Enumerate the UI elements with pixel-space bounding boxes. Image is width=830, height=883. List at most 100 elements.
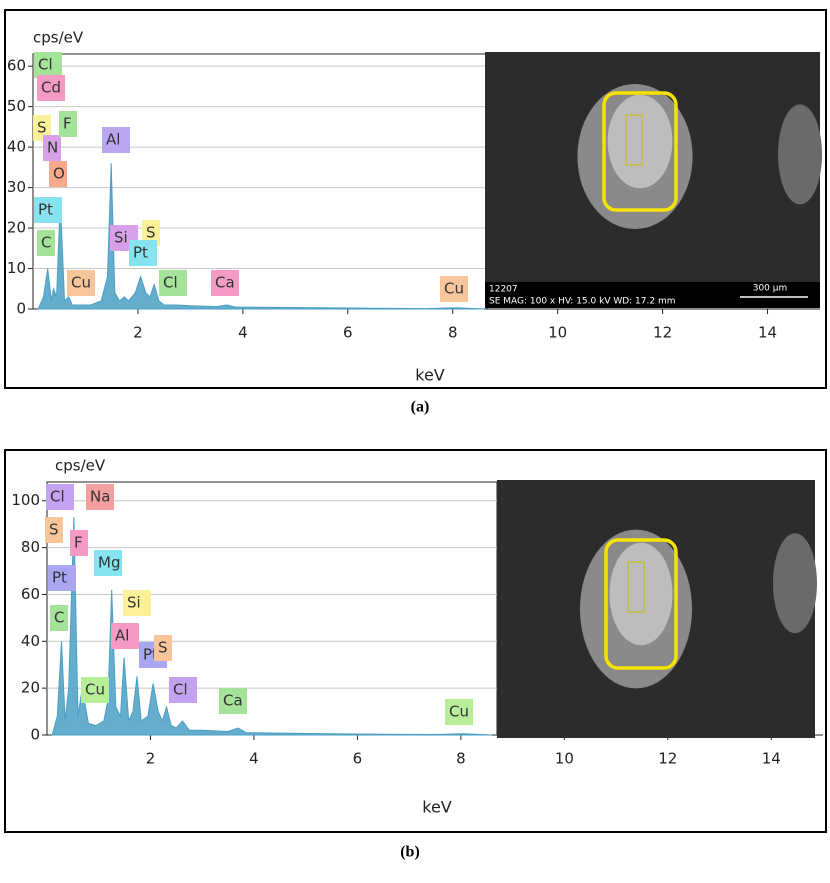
peak-label-box: [154, 635, 172, 661]
peak-label: Cu: [449, 703, 469, 721]
selection-inner: [625, 114, 643, 166]
peak-label: Al: [115, 627, 129, 645]
y-tick-label: 100: [11, 491, 40, 509]
peak-label-box: [33, 115, 51, 141]
peak-label: Pt: [133, 244, 148, 262]
y-axis-label: cps/eV: [33, 29, 84, 47]
spectrum: [37, 163, 485, 310]
peak-label-box: [49, 161, 67, 187]
peak-label: O: [53, 165, 65, 183]
y-tick-label: 40: [21, 632, 40, 650]
peak-label: Cl: [163, 274, 178, 292]
x-tick-label: 4: [238, 324, 248, 342]
x-tick-label: 4: [249, 750, 259, 768]
y-tick-label: 80: [21, 538, 40, 556]
peak-label: S: [37, 119, 47, 137]
sem-particle: [778, 104, 822, 205]
sem-particle: [773, 533, 817, 634]
peak-label-box: [219, 688, 247, 714]
panel-frame: [4, 449, 827, 833]
y-tick-label: 50: [7, 97, 26, 115]
peak-label-box: [37, 75, 65, 101]
y-tick-label: 20: [7, 219, 26, 237]
peak-label-box: [37, 230, 55, 256]
y-axis-label: cps/eV: [55, 457, 106, 475]
selection-box: [602, 91, 678, 212]
sem-info-bar: [485, 282, 820, 308]
peak-label: Si: [114, 229, 128, 247]
peak-label-box: [50, 605, 68, 631]
peak-label-box: [445, 699, 473, 725]
panel-frame: [4, 9, 827, 389]
x-tick-label: 6: [343, 324, 353, 342]
sem-particle: [609, 542, 673, 646]
peak-label: Mg: [98, 554, 120, 572]
peak-label-box: [142, 220, 160, 246]
peak-label: Al: [106, 131, 120, 149]
peak-label-box: [86, 484, 114, 510]
caption: (b): [400, 844, 420, 861]
peak-label: Cu: [85, 681, 105, 699]
peak-label-box: [67, 270, 95, 296]
sem-id: 12207: [489, 285, 518, 295]
selection-box: [604, 538, 678, 670]
y-tick-label: 60: [7, 57, 26, 75]
x-tick-label: 14: [762, 750, 781, 768]
peak-label-box: [94, 550, 122, 576]
x-tick-label: 2: [146, 750, 156, 768]
peak-label: Na: [90, 488, 110, 506]
peak-label-box: [59, 111, 77, 137]
scale-label: 300 µm: [753, 284, 788, 294]
peak-label: Ca: [215, 274, 235, 292]
peak-label: Cu: [444, 280, 464, 298]
peak-label-box: [70, 530, 88, 556]
sem-particle: [607, 94, 673, 189]
peak-label: Cd: [41, 79, 61, 97]
peak-label: Pt: [52, 569, 67, 587]
peak-label-box: [129, 240, 157, 266]
y-tick-label: 0: [30, 726, 40, 744]
peak-label-box: [48, 565, 76, 591]
peak-label: Cl: [173, 681, 188, 699]
x-axis-label: keV: [415, 366, 445, 385]
selection-inner: [627, 561, 645, 613]
x-tick-label: 8: [456, 750, 466, 768]
x-tick-label: 12: [658, 750, 677, 768]
peak-label: S: [146, 224, 156, 242]
peak-label: F: [63, 115, 72, 133]
y-tick-label: 0: [16, 300, 26, 318]
peak-label: Ca: [223, 692, 243, 710]
peak-label: Cl: [38, 56, 53, 74]
y-tick-label: 40: [7, 138, 26, 156]
y-tick-label: 20: [21, 679, 40, 697]
peak-label: C: [41, 234, 51, 252]
peak-label: Cu: [71, 274, 91, 292]
peak-label: S: [49, 521, 59, 539]
y-tick-label: 10: [7, 259, 26, 277]
x-tick-label: 10: [555, 750, 574, 768]
plot-area: [32, 53, 488, 310]
peak-label-box: [34, 197, 62, 223]
peak-label-box: [211, 270, 239, 296]
peak-label-box: [34, 52, 62, 78]
peak-label: Cl: [50, 488, 65, 506]
peak-label: N: [47, 139, 58, 157]
x-tick-label: 8: [448, 324, 458, 342]
peak-label-box: [46, 484, 74, 510]
peak-label: S: [158, 639, 168, 657]
peak-label-box: [169, 677, 197, 703]
peak-label: Pt: [38, 201, 53, 219]
x-tick-label: 6: [353, 750, 363, 768]
x-tick-label: 14: [758, 324, 777, 342]
caption: (a): [411, 399, 430, 416]
spectrum: [51, 517, 492, 736]
peak-label-box: [102, 127, 130, 153]
peak-label: Si: [127, 594, 141, 612]
x-tick-label: 10: [548, 324, 567, 342]
peak-label-box: [159, 270, 187, 296]
y-tick-label: 60: [21, 585, 40, 603]
peak-label: F: [74, 534, 83, 552]
x-axis-label: keV: [422, 798, 452, 817]
